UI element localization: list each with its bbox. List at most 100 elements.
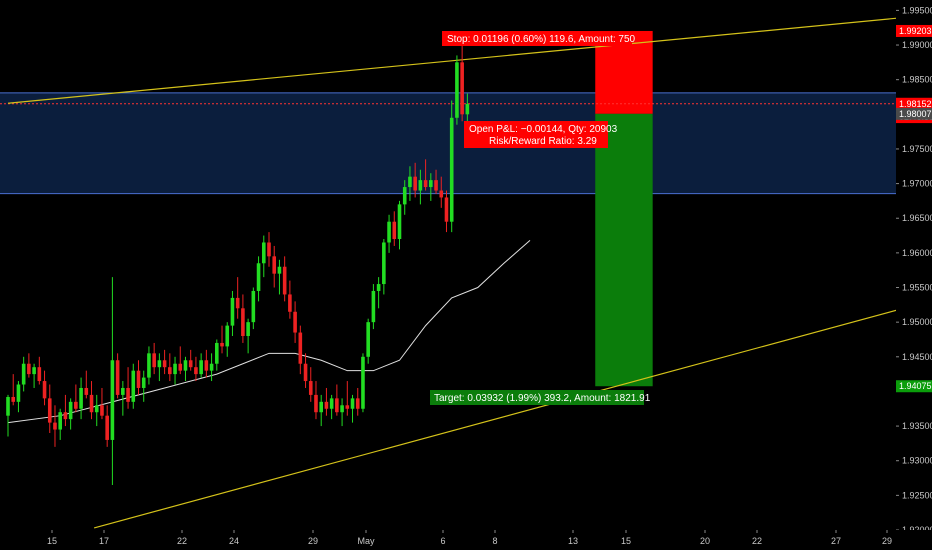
candle [63,394,68,427]
stop-annotation-text: Stop: 0.01196 (0.60%) 119.6, Amount: 750 [447,34,636,45]
candle-body [32,367,36,375]
candle-body [413,176,417,191]
candle-body [444,197,449,222]
candle [131,363,136,409]
price-tag-label: 1.94075 [899,381,932,391]
candle [288,280,292,319]
candle-body [178,363,183,371]
price-tick-label: 1.94500 [902,352,932,362]
candle [413,162,417,198]
candle-body [429,180,433,188]
candle [340,398,344,427]
price-tag-box [896,24,932,37]
candle-body [58,412,62,430]
candle-body [261,242,266,264]
candle [162,349,167,375]
candle-body [241,308,245,337]
candle [183,356,188,382]
candle [439,176,444,208]
candle-body [141,377,146,388]
candle [121,381,125,416]
candle-body [455,62,459,118]
candle [324,387,329,416]
candle [141,370,146,402]
candle-body [68,401,73,420]
candle [335,384,339,416]
price-tick-label: 1.95000 [902,317,932,327]
price-tick-label: 1.99500 [902,5,932,15]
candle [152,342,156,375]
candle-body [194,367,198,375]
candle-body [173,363,177,375]
target-annotation[interactable]: Target: 0.03932 (1.99%) 393.2, Amount: 1… [430,390,651,405]
candle-body [282,266,287,295]
candle-body [376,284,381,291]
price-axis-background [896,0,932,550]
candle-body [288,294,292,312]
candle [204,349,209,378]
candle-body [387,221,391,243]
price-tick-label: 1.97500 [902,144,932,154]
candle [293,301,297,343]
candle [89,381,94,420]
price-tag: 1.98152 [896,97,932,110]
candle [58,408,62,440]
candle [194,356,198,382]
candle [136,360,141,395]
candle-body [251,290,256,323]
candle [350,394,355,423]
candle-body [329,398,334,409]
candle-body [277,266,282,274]
candle-body [460,62,464,115]
candle [282,256,287,302]
candle [361,353,365,413]
price-tag: 1.99203 [896,24,932,37]
price-tag-label: 1.98007 [899,109,932,119]
time-axis[interactable]: 15 17 22 24 29 May 6 8 13 15 20 22 27 29 [0,530,932,550]
candle-body [345,405,350,409]
time-tick-label: 24 [229,536,239,546]
candle [230,290,235,337]
candle [32,363,36,388]
candle-body [408,176,412,188]
pnl-annotation-line2: Risk/Reward Ratio: 3.29 [489,136,597,147]
target-annotation-text: Target: 0.03932 (1.99%) 393.2, Amount: 1… [434,393,651,404]
time-tick-label: May [357,536,375,546]
pnl-annotation[interactable]: Open P&L: −0.00144, Qty: 20903 Risk/Rewa… [464,121,618,148]
stop-annotation-box [442,31,632,46]
candle-body [220,342,224,347]
price-tag-box [896,97,932,110]
candle-body [42,381,47,399]
take-profit-region [595,113,653,387]
candle [105,405,109,447]
candle-body [439,190,444,198]
candle-body [293,311,297,333]
candle [303,353,308,388]
candle-body [94,405,99,413]
candle-body [6,396,10,416]
candle [308,367,313,402]
candle [434,169,438,194]
candle [27,353,31,378]
candle-body [272,256,277,274]
stop-annotation[interactable]: Stop: 0.01196 (0.60%) 119.6, Amount: 750 [442,31,636,46]
candle-body [397,204,402,240]
time-tick-label: 13 [568,536,578,546]
candle-body [303,363,308,382]
candle [21,356,26,392]
candle [429,173,433,201]
time-tick-label: 6 [440,536,445,546]
price-tag: 1.98007 [896,107,932,120]
candle [392,211,397,246]
candle-body [16,384,21,402]
zone-layer [0,92,896,195]
candle [79,377,83,420]
candle-body [37,367,42,382]
candle [178,346,183,375]
candle [272,245,277,288]
candle-body [335,398,339,413]
candle-body [298,332,303,364]
price-axis[interactable]: 1.99500 1.99000 1.98500 1.97500 1.97000 1.965… [896,0,932,550]
candle-body [371,290,376,323]
